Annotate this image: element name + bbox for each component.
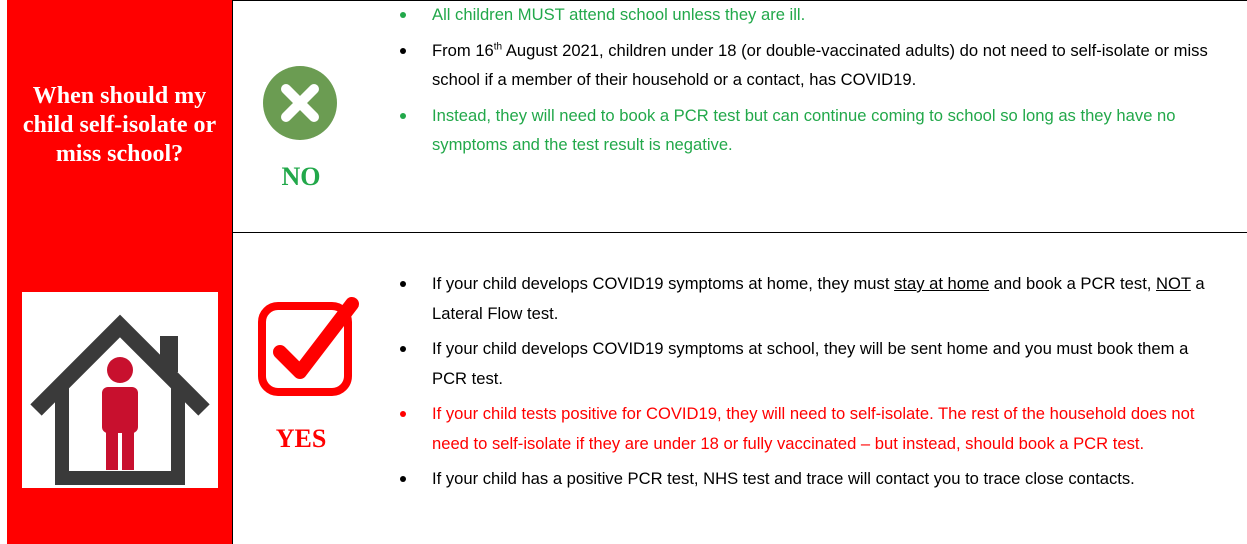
text: August 2021, children under 18 (or doubl…	[432, 41, 1208, 90]
yes-icon	[256, 296, 360, 400]
no-icon	[262, 65, 338, 141]
bullet: From 16th August 2021, children under 18…	[370, 36, 1225, 95]
text: and book a PCR test,	[989, 274, 1156, 293]
text: If your child develops COVID19 symptoms …	[432, 274, 894, 293]
yes-label: YES	[232, 424, 370, 454]
text: Instead, they will need to book a PCR te…	[432, 106, 1176, 155]
page: When should my child self-isolate or mis…	[0, 0, 1247, 544]
bullet: If your child has a positive PCR test, N…	[370, 464, 1225, 494]
no-list: All children MUST attend school unless t…	[370, 0, 1225, 166]
border	[232, 0, 233, 544]
bullet: Instead, they will need to book a PCR te…	[370, 101, 1225, 160]
superscript: th	[494, 41, 502, 52]
text: If your child tests positive for COVID19…	[432, 404, 1195, 453]
text: If your child has a positive PCR test, N…	[432, 469, 1135, 488]
heading: When should my child self-isolate or mis…	[7, 82, 232, 169]
bullet: All children MUST attend school unless t…	[370, 0, 1225, 30]
text: If your child develops COVID19 symptoms …	[432, 339, 1188, 388]
bullet: If your child develops COVID19 symptoms …	[370, 269, 1225, 328]
border	[232, 232, 1247, 233]
house-icon	[22, 292, 218, 488]
no-label: NO	[232, 162, 370, 192]
bullet: If your child develops COVID19 symptoms …	[370, 334, 1225, 393]
underlined: NOT	[1156, 274, 1191, 293]
yes-list: If your child develops COVID19 symptoms …	[370, 269, 1225, 500]
bullet: If your child tests positive for COVID19…	[370, 399, 1225, 458]
text: From 16	[432, 41, 494, 60]
text: All children MUST attend school unless t…	[432, 5, 805, 24]
underlined: stay at home	[894, 274, 989, 293]
